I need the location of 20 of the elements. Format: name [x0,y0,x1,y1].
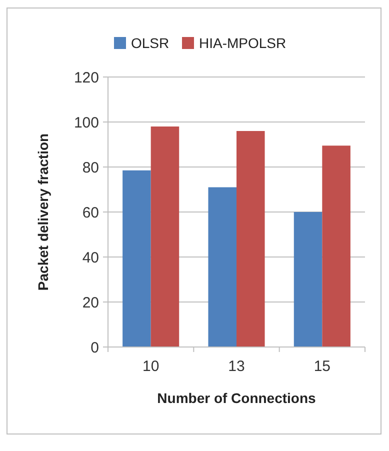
y-axis-title: Packet delivery fraction [35,133,51,291]
bar [150,126,180,347]
x-axis-title: Number of Connections [157,390,316,406]
bar [208,187,236,347]
legend-label: HIA-MPOLSR [199,34,286,51]
y-tick-label: 120 [74,69,99,86]
x-tick-label: 10 [142,358,160,375]
bar [294,212,322,347]
y-tick-label: 80 [82,159,99,176]
x-tick-label: 13 [228,358,245,375]
y-tick-label: 0 [90,339,99,356]
bar [236,131,265,347]
y-tick-label: 100 [74,114,99,132]
y-tick-label: 40 [82,249,99,266]
bar [322,146,350,347]
legend-label: OLSR [131,34,170,51]
y-tick-label: 60 [82,204,99,222]
x-tick-label: 15 [314,358,331,375]
bar [122,170,151,347]
y-tick-label: 20 [82,294,99,312]
